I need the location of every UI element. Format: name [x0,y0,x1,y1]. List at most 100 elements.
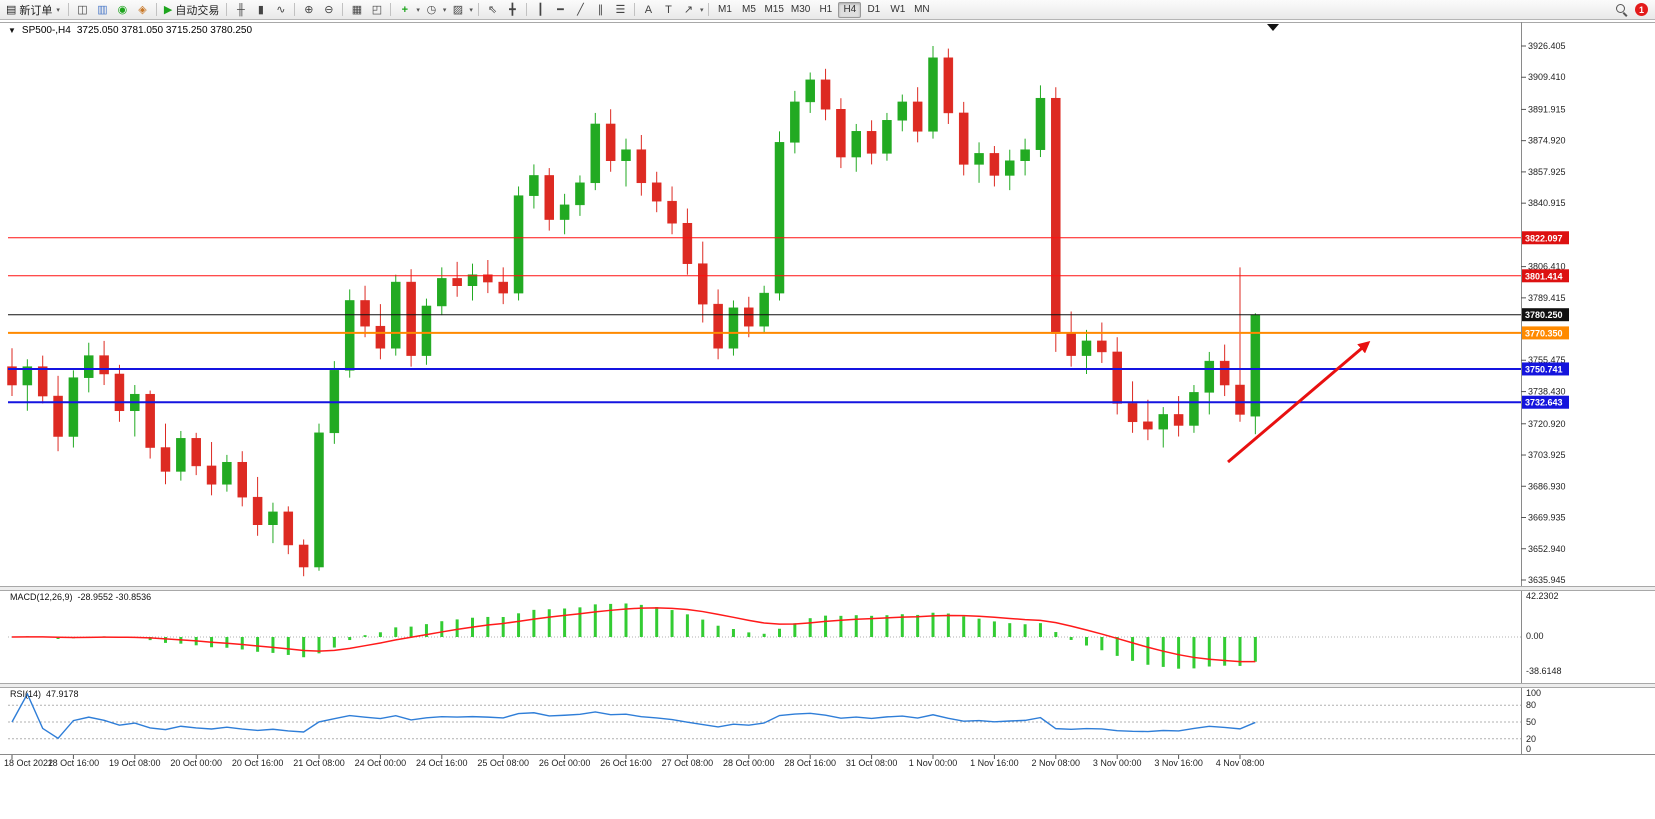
zoom-out-icon[interactable]: ⊖ [324,4,334,16]
rsi-panel[interactable] [8,688,1521,752]
toolbar-separator [67,3,69,16]
horizontal-line-icon[interactable]: ━ [557,4,564,16]
svg-text:20 Oct 00:00: 20 Oct 00:00 [170,758,222,768]
trendline-icon[interactable]: ╱ [577,4,584,16]
vertical-line-icon[interactable]: ┃ [537,4,544,16]
periods-icon[interactable]: ◷ [426,4,437,16]
crosshair-icon[interactable]: ╋ [509,4,516,16]
svg-text:31 Oct 08:00: 31 Oct 08:00 [846,758,898,768]
svg-text:3669.935: 3669.935 [1528,513,1566,523]
svg-text:26 Oct 16:00: 26 Oct 16:00 [600,758,652,768]
toolbar-separator [633,3,635,16]
price-tags-group: 3822.097 3801.414 3780.250 3770.350 3750.741… [1522,231,1569,409]
timeframe-m15-button[interactable]: M15 [764,4,784,15]
new-order-label: 新订单 [19,4,53,17]
toolbar-right-group: 1 [1615,3,1652,16]
svg-text:21 Oct 08:00: 21 Oct 08:00 [293,758,345,768]
svg-text:3789.415: 3789.415 [1528,293,1566,303]
toolbar-separator [226,3,228,16]
grid-icon[interactable]: ▦ [351,4,363,16]
svg-text:19 Oct 08:00: 19 Oct 08:00 [109,758,161,768]
macd-label-row: MACD(12,26,9) -28.9552 -30.8536 [10,592,156,602]
rsi-scale-100: 100 [1526,688,1542,698]
macd-name: MACD(12,26,9) [10,592,73,602]
rsi-scale-0: 0 [1526,744,1532,754]
svg-text:3874.920: 3874.920 [1528,136,1566,146]
svg-text:3703.925: 3703.925 [1528,450,1566,460]
notification-badge[interactable]: 1 [1635,3,1648,16]
autotrading-play-icon: ▶ [163,4,173,16]
svg-text:3891.915: 3891.915 [1528,104,1566,114]
toolbar-separator [708,3,710,16]
tile-windows-icon[interactable]: ◰ [371,4,383,16]
svg-text:4 Nov 08:00: 4 Nov 08:00 [1216,758,1265,768]
svg-text:3652.940: 3652.940 [1528,544,1566,554]
timeframe-w1-button[interactable]: W1 [890,4,906,15]
trend-arrow[interactable] [1227,341,1371,464]
time-axis[interactable] [0,754,1655,771]
horizontal-lines-group[interactable] [8,237,1521,404]
svg-text:1 Nov 00:00: 1 Nov 00:00 [909,758,958,768]
new-order-button[interactable]: ▤ 新订单 ▾ [3,2,64,18]
toolbar-separator [525,3,527,16]
bar-chart-icon[interactable]: ╫ [236,3,245,16]
rsi-scale-80: 80 [1526,700,1537,710]
svg-text:28 Oct 00:00: 28 Oct 00:00 [723,758,775,768]
svg-text:3857.925: 3857.925 [1528,167,1566,177]
chart-plot-area[interactable] [8,22,1521,586]
price-axis-labels: 3926.405 3909.410 3891.915 3874.920 3857.925… [1521,41,1566,585]
timeframe-h1-button[interactable]: H1 [819,4,833,15]
toolbar-separator [477,3,479,16]
indicators-icon[interactable]: + [401,3,409,16]
autotrading-button[interactable]: ▶ 自动交易 [161,2,222,18]
caret-icon: ▾ [469,6,473,14]
timeframe-m1-button[interactable]: M1 [718,4,732,15]
arrows-icon[interactable]: ↗ [683,4,694,16]
text-icon[interactable]: A [644,3,653,16]
svg-text:3 Nov 16:00: 3 Nov 16:00 [1154,758,1203,768]
candlestick-chart-icon[interactable]: ▮ [257,4,264,16]
svg-text:24 Oct 16:00: 24 Oct 16:00 [416,758,468,768]
svg-text:3635.945: 3635.945 [1528,575,1566,585]
cursor-icon[interactable]: ⇖ [487,4,498,16]
svg-text:27 Oct 08:00: 27 Oct 08:00 [662,758,714,768]
price-axis[interactable] [1521,22,1655,754]
svg-text:3926.405: 3926.405 [1528,41,1566,51]
line-chart-icon[interactable]: ∿ [276,4,286,16]
svg-text:3732.643: 3732.643 [1525,398,1563,408]
profiles-icon[interactable]: ▥ [97,4,108,16]
svg-text:3 Nov 00:00: 3 Nov 00:00 [1093,758,1142,768]
svg-text:20 Oct 16:00: 20 Oct 16:00 [232,758,284,768]
caret-icon: ▾ [416,6,420,14]
scroll-to-end-icon[interactable] [1267,24,1279,31]
timeframe-h4-button[interactable]: H4 [838,1,862,18]
svg-text:1 Nov 16:00: 1 Nov 16:00 [970,758,1019,768]
text-label-icon[interactable]: T [665,3,672,16]
channel-icon[interactable]: ∥ [597,4,604,16]
templates-icon[interactable]: ▨ [452,4,464,16]
panel-splitter[interactable] [0,683,1655,688]
fibonacci-icon[interactable]: ☰ [615,4,626,16]
macd-scale-max: 42.2302 [1526,591,1559,601]
toolbar-separator [342,3,344,16]
rsi-line [11,692,1256,740]
chart-symbol-period: SP500-,H4 [21,25,71,36]
search-icon[interactable] [1615,3,1628,16]
collapse-icon[interactable]: ▼ [8,26,16,35]
panel-splitter[interactable] [0,586,1655,591]
navigator-icon[interactable]: ◈ [138,4,147,16]
svg-text:3738.430: 3738.430 [1528,387,1566,397]
rsi-scale-50: 50 [1526,717,1537,727]
rsi-value: 47.9178 [46,689,79,699]
macd-values: -28.9552 -30.8536 [77,592,152,602]
timeframe-d1-button[interactable]: D1 [867,4,881,15]
rsi-name: RSI(14) [10,689,42,699]
macd-panel[interactable] [8,591,1521,683]
timeframe-m30-button[interactable]: M30 [790,4,811,15]
timeframe-m5-button[interactable]: M5 [742,4,756,15]
zoom-in-icon[interactable]: ⊕ [304,4,314,16]
timeframe-mn-button[interactable]: MN [914,4,930,15]
chart-window-icon[interactable]: ◫ [77,4,88,16]
market-watch-icon[interactable]: ◉ [117,4,128,16]
